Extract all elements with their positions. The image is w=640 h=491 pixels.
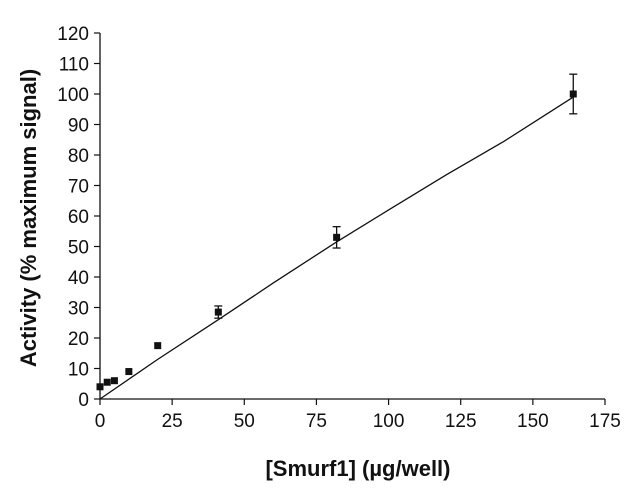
data-point bbox=[96, 383, 104, 391]
y-tick-label: 50 bbox=[68, 238, 89, 259]
x-tick-label: 100 bbox=[373, 411, 405, 432]
y-tick-label: 60 bbox=[68, 207, 89, 228]
x-tick-label: 25 bbox=[162, 411, 183, 432]
data-points bbox=[96, 73, 578, 391]
x-tick-label: 50 bbox=[234, 411, 255, 432]
y-tick-label: 0 bbox=[78, 390, 89, 411]
y-tick-label: 120 bbox=[57, 24, 89, 45]
data-point bbox=[333, 233, 341, 241]
y-tick-label: 20 bbox=[68, 329, 89, 350]
data-point bbox=[103, 378, 111, 386]
x-tick-label: 0 bbox=[95, 411, 106, 432]
x-tick-label: 150 bbox=[517, 411, 549, 432]
y-tick-label: 80 bbox=[68, 146, 89, 167]
axes: 0 10 20 30 40 50 60 70 80 90 100 110 120 0 25 50 75 100 12… bbox=[57, 24, 621, 432]
data-point bbox=[110, 377, 118, 385]
x-tick-label: 125 bbox=[445, 411, 477, 432]
y-axis-title: Activity (% maximum signal) bbox=[16, 69, 41, 367]
x-axis-title: [Smurf1] (µg/well) bbox=[265, 456, 450, 481]
y-tick-label: 110 bbox=[59, 55, 89, 76]
y-tick-label: 10 bbox=[68, 360, 89, 381]
y-tick-label: 70 bbox=[68, 177, 89, 198]
data-point bbox=[214, 308, 222, 316]
data-point bbox=[154, 342, 162, 350]
data-point bbox=[125, 368, 133, 376]
data-point bbox=[569, 90, 577, 98]
y-tick-label: 100 bbox=[57, 85, 89, 106]
y-tick-label: 30 bbox=[68, 299, 89, 320]
x-tick-label: 175 bbox=[589, 411, 621, 432]
x-tick-label: 75 bbox=[306, 411, 327, 432]
y-tick-label: 90 bbox=[68, 116, 89, 137]
y-tick-label: 40 bbox=[68, 268, 89, 289]
